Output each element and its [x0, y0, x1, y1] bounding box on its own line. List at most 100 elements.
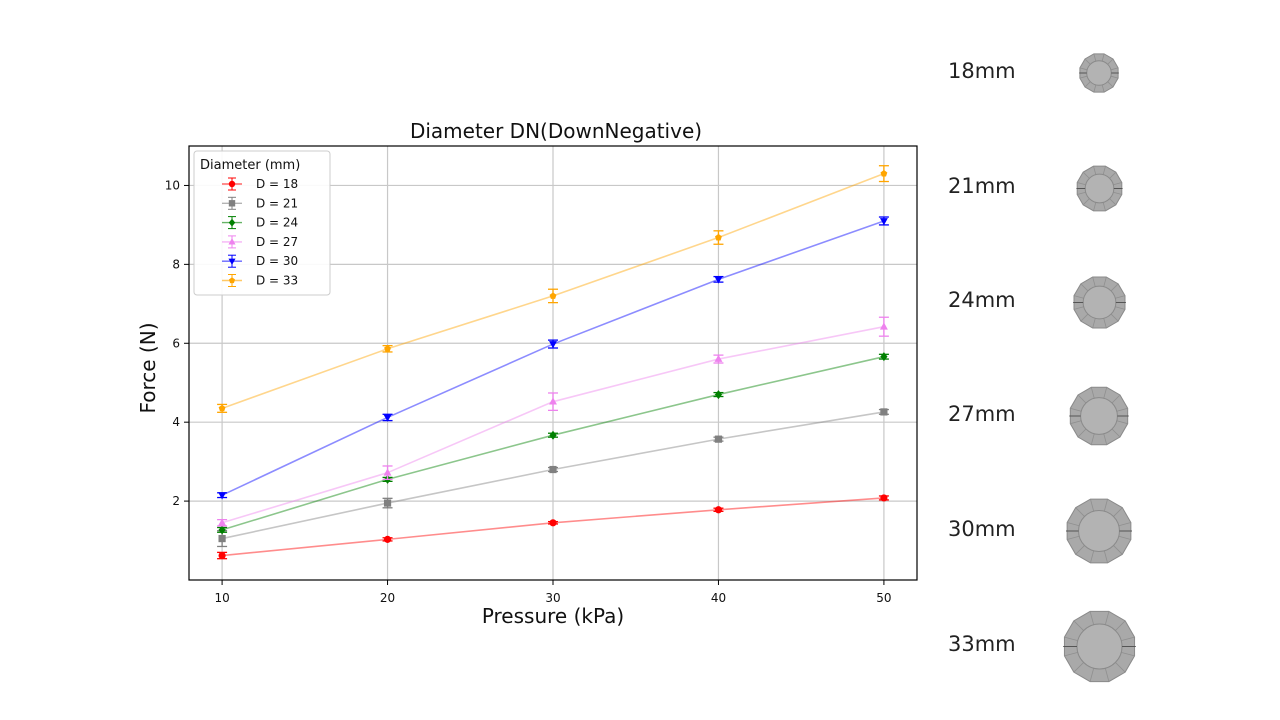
shape-center — [1080, 397, 1118, 435]
diameter-shape-18 — [1079, 53, 1119, 93]
shape-facet-line — [1114, 294, 1125, 299]
shape-facet-line — [1077, 428, 1087, 438]
data-point — [880, 352, 888, 362]
shape-facet-line — [1092, 165, 1096, 175]
x-axis-label: Pressure (kPa) — [482, 604, 624, 628]
shape-facet-line — [1108, 171, 1116, 179]
shape-facet-line — [1103, 550, 1108, 563]
y-tick-label: 8 — [172, 257, 180, 271]
shape-facet-line — [1093, 84, 1097, 93]
shape-facet-line — [1116, 407, 1128, 412]
shape-facet-line — [1070, 420, 1082, 425]
shape-facet-line — [1102, 201, 1106, 211]
shape-facet-line — [1120, 651, 1135, 656]
shape-facet-line — [1070, 407, 1082, 412]
data-point — [880, 494, 888, 502]
shape-facet-line — [1101, 53, 1105, 62]
shape-facet-line — [1114, 661, 1125, 672]
y-tick-label: 10 — [165, 178, 180, 192]
data-point — [549, 465, 557, 474]
series-5 — [217, 216, 889, 500]
shape-facet-line — [1073, 294, 1084, 299]
diameter-shape-30 — [1066, 498, 1132, 564]
series-1 — [217, 494, 889, 560]
data-point — [383, 535, 392, 543]
legend-box — [193, 150, 331, 296]
diameter-shape-27 — [1069, 386, 1129, 446]
shape-facet-line — [1102, 317, 1107, 328]
y-axis-label: Force (N) — [136, 322, 160, 413]
data-point — [218, 551, 226, 560]
shape-facet-line — [1089, 667, 1094, 682]
diameter-shape-21 — [1075, 165, 1123, 211]
data-point — [714, 354, 723, 362]
shape-facet-line — [1090, 550, 1095, 563]
shape-facet-line — [1079, 75, 1088, 79]
x-tick-label: 10 — [214, 591, 229, 605]
shape-facet-line — [1073, 305, 1084, 310]
shape-facet-line — [1084, 58, 1091, 65]
data-point — [549, 519, 557, 527]
shape-facet-line — [1073, 620, 1084, 631]
shape-facet-line — [1101, 84, 1105, 93]
series-4 — [217, 316, 889, 527]
data-point — [384, 345, 391, 352]
y-tick-label: 2 — [172, 494, 180, 508]
shape-facet-line — [1114, 305, 1125, 310]
shape-facet-line — [1077, 394, 1087, 404]
shape-facet-line — [1102, 276, 1107, 287]
shape-facet-line — [1082, 197, 1090, 205]
data-point — [218, 518, 227, 526]
shape-facet-line — [1082, 171, 1090, 179]
data-point — [715, 233, 722, 241]
axis-ticks: 10 20 30 40 50 2 4 6 8 10 — [165, 178, 892, 605]
legend-marker — [228, 200, 236, 207]
legend-entry: D = 27 — [222, 235, 298, 249]
series-group — [217, 165, 889, 560]
shape-facet-line — [1067, 522, 1080, 527]
data-point — [383, 468, 392, 476]
x-tick-label: 40 — [711, 591, 726, 605]
shape-facet-line — [1103, 433, 1108, 445]
data-point — [714, 276, 723, 284]
shape-facet-line — [1079, 67, 1088, 71]
shape-facet-line — [1113, 507, 1123, 517]
shape-facet-line — [1102, 165, 1106, 175]
shape-facet-line — [1118, 522, 1131, 527]
shape-facet-line — [1067, 535, 1080, 540]
shape-facet-line — [1063, 636, 1078, 641]
shape-facet-line — [1075, 507, 1085, 517]
data-point — [879, 218, 888, 226]
data-point — [714, 435, 723, 443]
shape-center — [1086, 60, 1112, 86]
legend: Diameter (mm) D = 18 D = 21 D = 24 D = 27 D … — [193, 150, 331, 296]
data-point — [549, 292, 557, 299]
shape-facet-line — [1113, 545, 1123, 555]
shape-facet-line — [1110, 75, 1119, 79]
shape-facet-line — [1076, 181, 1086, 185]
legend-entry: D = 33 — [222, 274, 298, 288]
y-tick-label: 6 — [172, 336, 180, 350]
legend-entry: D = 30 — [222, 254, 298, 268]
data-point — [549, 341, 557, 349]
shape-facet-line — [1107, 58, 1114, 65]
shape-facet-line — [1111, 394, 1121, 404]
chart-title: Diameter DN(DownNegative) — [410, 119, 702, 143]
shape-facet-line — [1107, 81, 1114, 88]
shape-center — [1075, 622, 1123, 670]
x-tick-label: 30 — [545, 591, 560, 605]
series-2 — [217, 408, 889, 548]
shape-facet-line — [1110, 313, 1118, 321]
shape-facet-line — [1089, 610, 1094, 625]
data-point — [714, 506, 723, 514]
legend-label: D = 30 — [256, 254, 298, 268]
shape-facet-line — [1090, 499, 1095, 512]
data-point — [880, 170, 888, 177]
shape-facet-line — [1084, 81, 1091, 88]
shape-facet-line — [1093, 53, 1097, 62]
shape-facet-line — [1080, 283, 1088, 291]
legend-title: Diameter (mm) — [200, 158, 300, 173]
legend-entry: D = 18 — [222, 177, 298, 191]
legend-marker — [228, 277, 236, 284]
legend-label: D = 18 — [256, 177, 298, 191]
